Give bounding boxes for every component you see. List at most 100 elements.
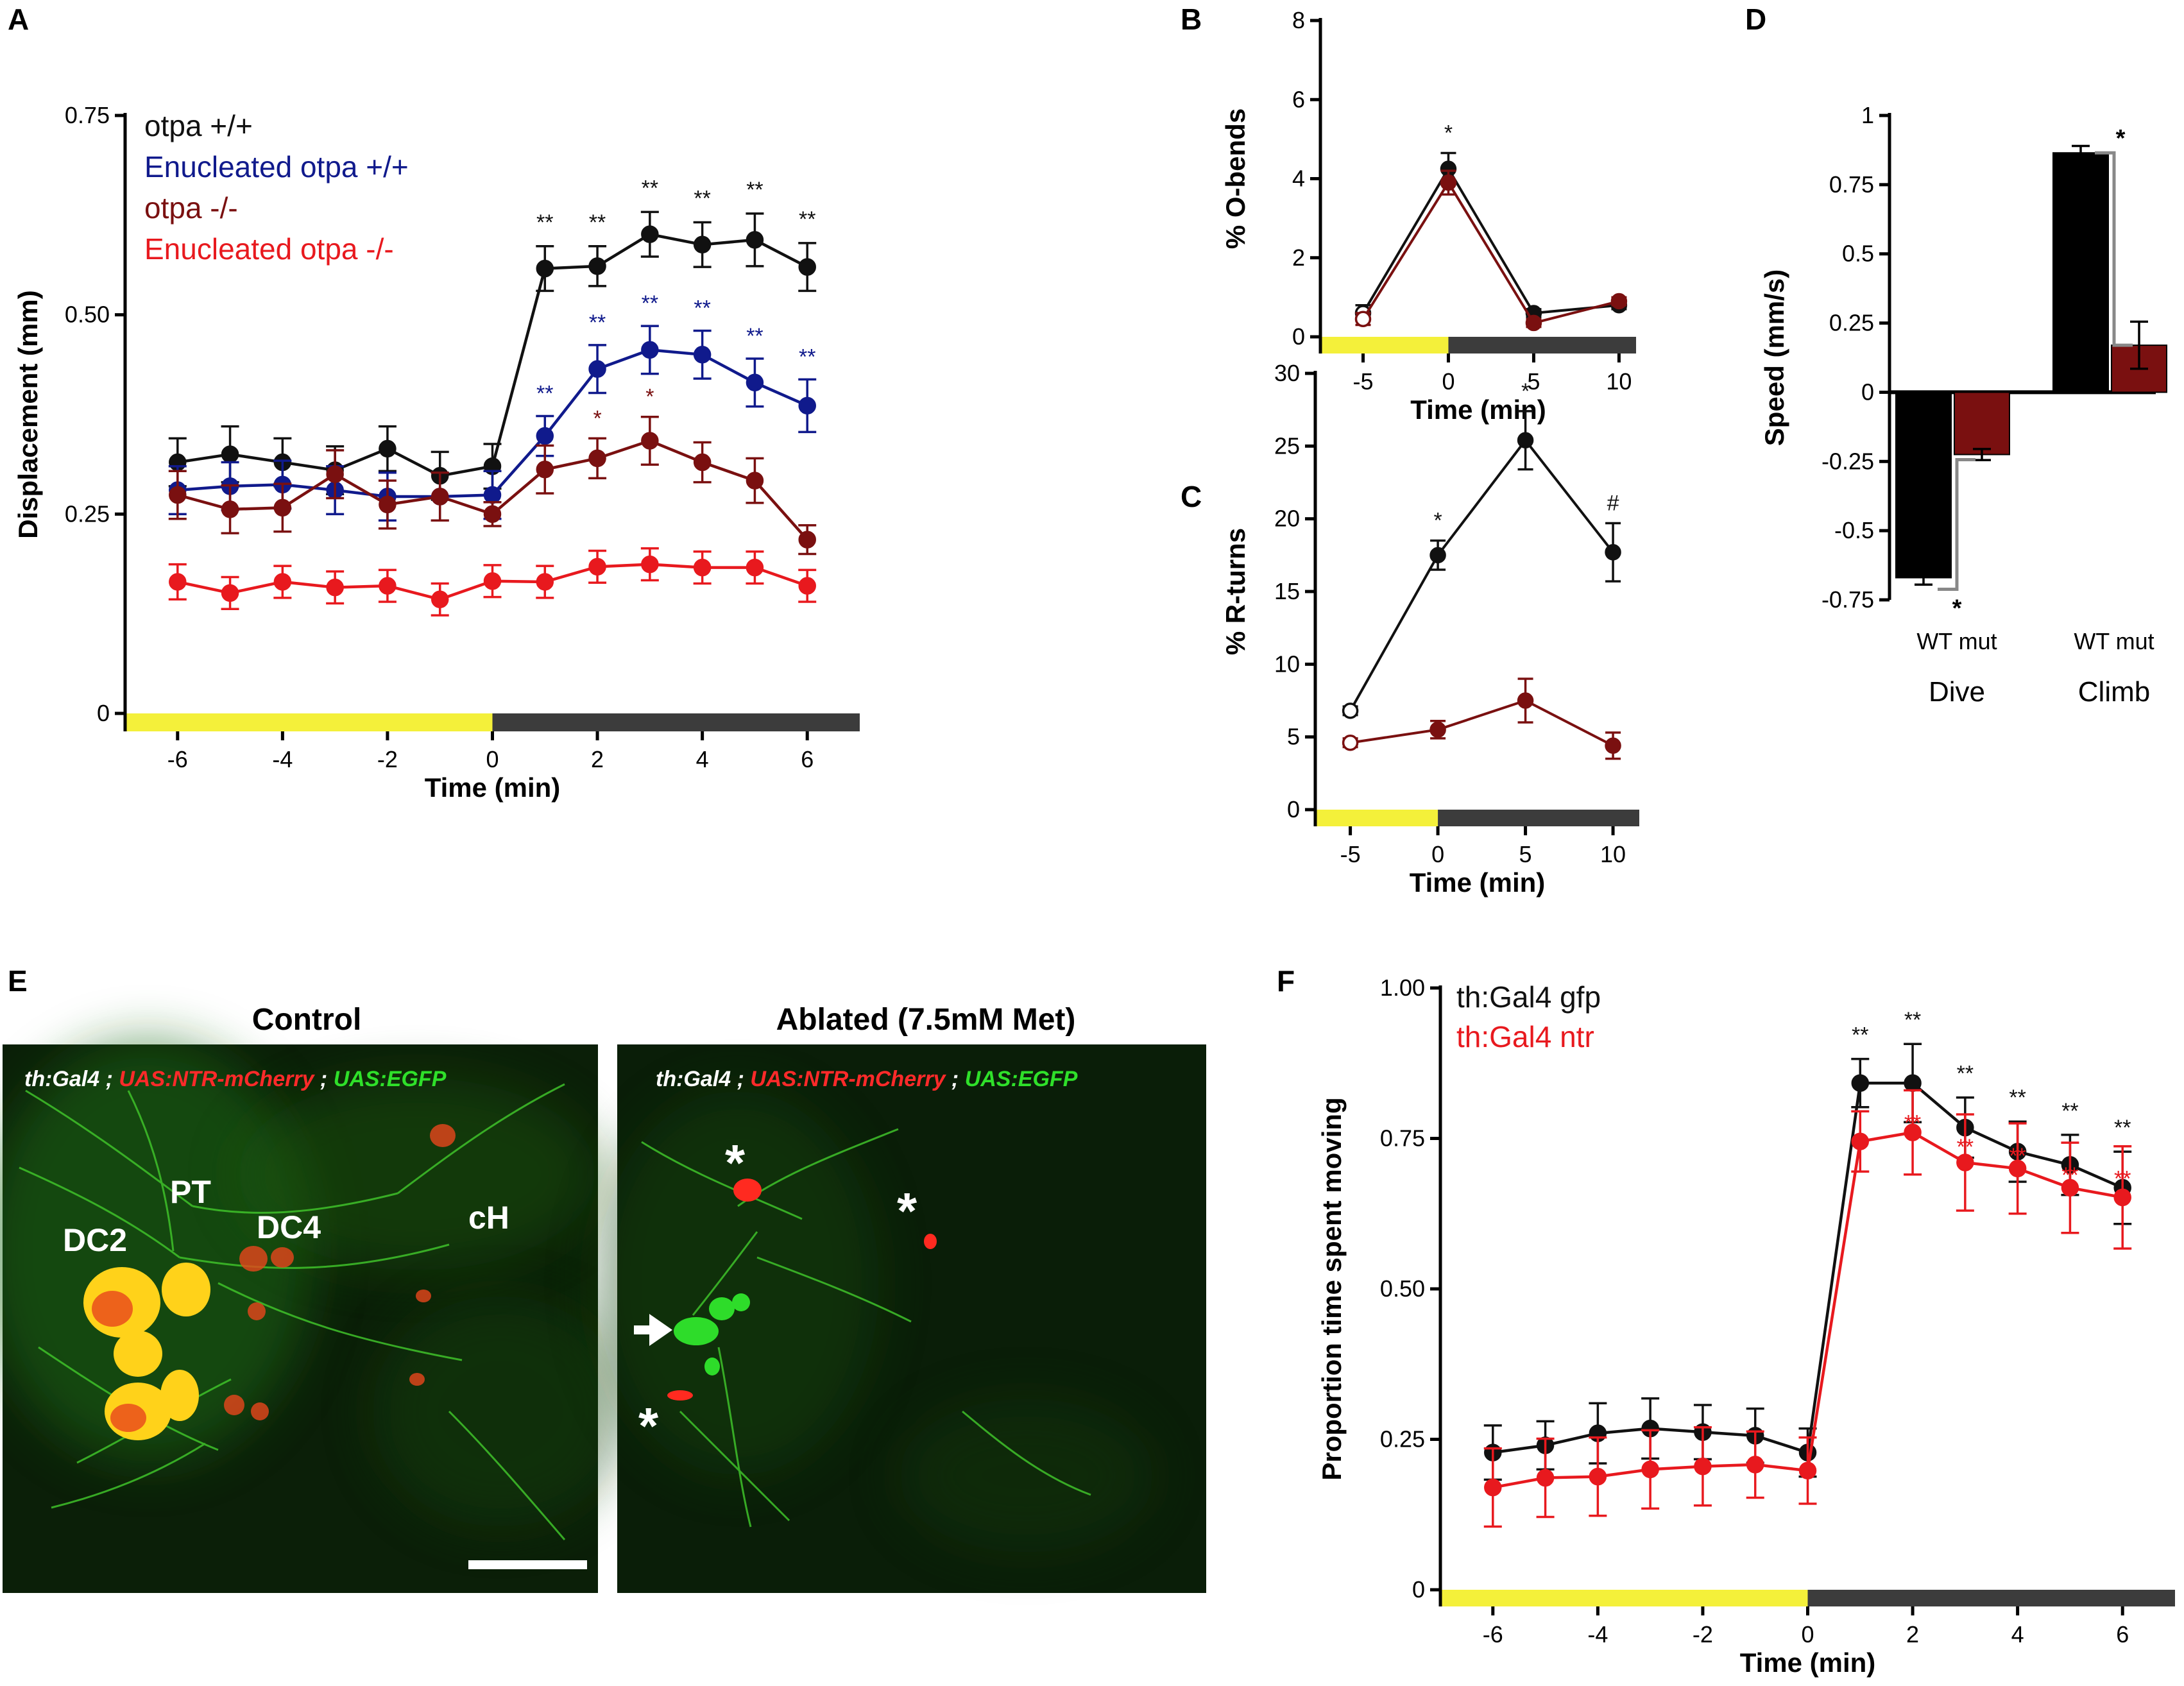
x-tick-label: -6 xyxy=(167,746,188,772)
asterisk-marker-3: * xyxy=(638,1397,659,1454)
y-axis-label: Speed (mm/s) xyxy=(1759,269,1789,446)
data-point xyxy=(2008,1159,2027,1178)
significance-marker: ** xyxy=(2009,1086,2026,1110)
significance-marker: ** xyxy=(1852,1132,1868,1156)
data-point xyxy=(1517,432,1534,449)
dark-period-bar xyxy=(492,713,860,731)
data-point xyxy=(1605,737,1621,754)
control-title: Control xyxy=(252,1003,362,1037)
bar-sublabel: WT mut xyxy=(1916,628,1997,654)
x-tick-label: 5 xyxy=(1519,841,1532,867)
panel-letter-c: C xyxy=(1181,480,1202,513)
data-point xyxy=(326,465,344,483)
ablated-image: th:Gal4 ; UAS:NTR-mCherry ; UAS:EGFP * *… xyxy=(597,1044,1206,1593)
data-point xyxy=(798,577,816,595)
data-point xyxy=(536,573,554,591)
data-point xyxy=(1904,1123,1922,1141)
series-line xyxy=(1361,180,1619,325)
asterisk-marker-2: * xyxy=(897,1182,917,1239)
significance-marker: ** xyxy=(589,210,606,235)
bar xyxy=(2052,152,2109,393)
series-line xyxy=(1350,699,1614,747)
significance-marker: ** xyxy=(746,324,763,348)
dark-period-bar xyxy=(1807,1590,2175,1606)
y-tick-label: 0.50 xyxy=(65,302,110,328)
group-label: Dive xyxy=(1929,676,1985,708)
data-point xyxy=(483,572,502,590)
svg-text:th:Gal4 ; UAS:NTR-mCherry ; UA: th:Gal4 ; UAS:NTR-mCherry ; UAS:EGFP xyxy=(24,1067,447,1091)
data-point xyxy=(536,259,554,278)
x-tick-label: 6 xyxy=(801,746,814,772)
data-point xyxy=(169,573,187,591)
light-period-bar xyxy=(1320,337,1449,353)
data-point xyxy=(379,495,397,514)
series-1: ************ xyxy=(168,291,817,522)
series-0: ** ** ** ** ** ** xyxy=(1483,1008,2132,1481)
x-tick-label: 4 xyxy=(2011,1621,2024,1648)
x-tick-label: 10 xyxy=(1606,368,1632,395)
data-point xyxy=(1536,1469,1555,1487)
data-point xyxy=(1589,1467,1607,1486)
x-tick-label: 6 xyxy=(2116,1621,2129,1648)
y-tick-label: 1 xyxy=(1861,102,1874,128)
data-point xyxy=(1851,1074,1870,1092)
asterisk-marker-1: * xyxy=(725,1134,746,1191)
x-tick-label: 0 xyxy=(486,746,499,772)
control-genotype-sep1: ; xyxy=(99,1067,119,1091)
light-period-bar xyxy=(125,713,493,731)
arrow-marker xyxy=(634,1314,672,1346)
y-tick-label: 10 xyxy=(1274,651,1300,677)
data-point xyxy=(1746,1456,1764,1474)
y-tick-label: -0.25 xyxy=(1821,448,1874,474)
x-tick-label: -2 xyxy=(1693,1621,1713,1648)
data-point xyxy=(1605,544,1621,561)
control-genotype-ntr: UAS:NTR-mCherry xyxy=(119,1067,315,1091)
series-3 xyxy=(168,547,817,617)
data-point xyxy=(536,460,554,479)
ablated-genotype-ntr: UAS:NTR-mCherry xyxy=(750,1067,946,1091)
data-point xyxy=(169,486,187,504)
data-point xyxy=(1525,314,1542,332)
x-tick-label: 2 xyxy=(1906,1621,1919,1648)
region-dc2: DC2 xyxy=(63,1222,127,1258)
significance-marker: * xyxy=(1521,379,1530,404)
data-point xyxy=(1641,1460,1659,1479)
data-point xyxy=(588,449,606,468)
x-axis-label: Time (min) xyxy=(425,772,561,803)
significance-marker: ** xyxy=(2009,1144,2026,1168)
data-point xyxy=(746,558,764,577)
significance-marker: ** xyxy=(694,187,710,211)
significance-marker: ** xyxy=(2114,1116,2131,1140)
bar-group-0: * WT mut Dive xyxy=(1895,391,2010,708)
data-point xyxy=(1484,1478,1502,1497)
data-point xyxy=(641,432,659,450)
x-tick-label: -6 xyxy=(1483,1621,1503,1648)
data-point xyxy=(693,453,712,472)
data-point xyxy=(1517,692,1534,709)
dark-period-bar xyxy=(1438,810,1639,826)
data-point xyxy=(1904,1074,1922,1092)
chart-b-obends: 0 2 4 6 8 -5 0 5 10 Time (min) % O-bends * * xyxy=(1220,7,1636,425)
legend-entry-1: th:Gal4 ntr xyxy=(1456,1020,1594,1053)
panel-letter-a: A xyxy=(8,3,29,36)
x-tick-label: -5 xyxy=(1340,841,1361,867)
significance-bracket xyxy=(1938,458,1975,591)
data-point xyxy=(2113,1188,2131,1207)
legend-entry-0: th:Gal4 gfp xyxy=(1456,980,1601,1014)
significance-marker: ** xyxy=(589,311,606,335)
data-point xyxy=(746,373,764,392)
data-point xyxy=(1851,1132,1870,1150)
y-tick-label: 25 xyxy=(1274,432,1300,459)
legend-entry-2: otpa -/- xyxy=(144,191,238,225)
series-0: * xyxy=(1354,121,1628,323)
control-genotype-gal4: th:Gal4 xyxy=(24,1067,99,1091)
significance-marker: ** xyxy=(694,296,710,321)
x-tick-label: 2 xyxy=(591,746,604,772)
y-axis-label: % R-turns xyxy=(1220,528,1250,655)
data-point xyxy=(693,558,712,577)
x-tick-label: 0 xyxy=(1431,841,1444,867)
legend-entry-3: Enucleated otpa -/- xyxy=(144,232,394,266)
data-point xyxy=(1354,311,1372,328)
light-period-bar xyxy=(1315,810,1438,826)
